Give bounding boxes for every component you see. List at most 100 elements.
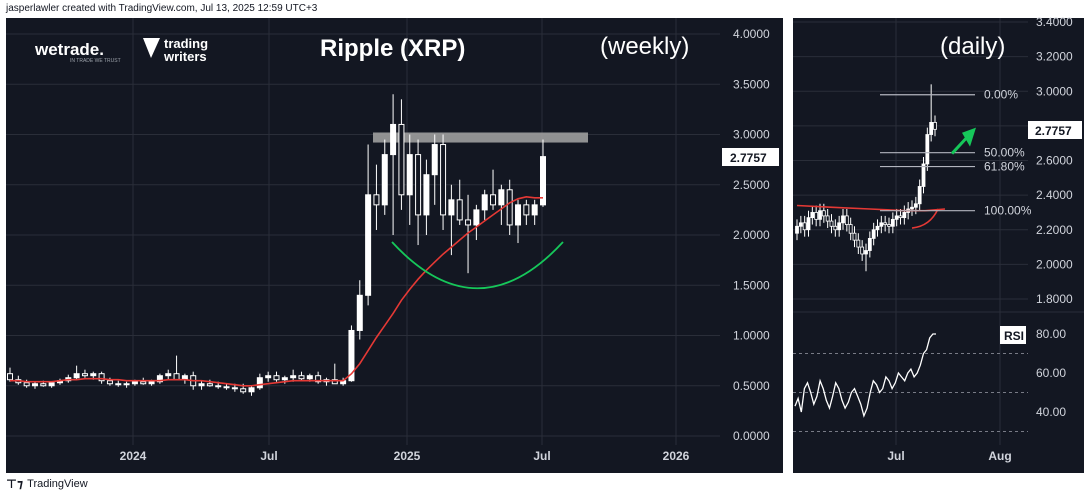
up-arrow-head-icon: [962, 127, 976, 147]
weekly-candle-body: [415, 154, 422, 216]
weekly-candle-body: [481, 194, 488, 211]
weekly-candle-body: [165, 373, 172, 377]
weekly-candle-body: [390, 123, 397, 156]
weekly-x-tick: Jul: [260, 449, 277, 463]
weekly-candle-body: [115, 383, 122, 386]
weekly-candle-body: [248, 387, 255, 393]
daily-candle-body: [925, 134, 930, 165]
daily-candle-body: [913, 203, 918, 208]
weekly-candle-body: [373, 194, 380, 206]
daily-candle-body: [864, 250, 868, 255]
daily-y-tick: 3.2000: [1036, 50, 1073, 64]
weekly-candle-body: [40, 383, 47, 387]
weekly-candle-body: [198, 383, 205, 387]
weekly-y-tick: 1.5000: [733, 278, 770, 292]
weekly-candle-body: [265, 375, 272, 379]
daily-candle-body: [871, 229, 876, 239]
daily-candle-body: [795, 225, 799, 234]
wetrade-logo: wetrade.: [34, 40, 104, 59]
daily-x-tick: Aug: [988, 449, 1011, 463]
daily-candle-body: [898, 215, 903, 219]
weekly-candle-body: [506, 189, 513, 226]
weekly-candle-body: [140, 381, 147, 385]
daily-y-tick: 2.2000: [1036, 223, 1073, 237]
weekly-y-tick: 1.0000: [733, 329, 770, 343]
weekly-title: Ripple (XRP): [320, 35, 465, 62]
weekly-candle-body: [23, 382, 30, 387]
daily-candle-body: [917, 186, 922, 205]
daily-candle-body: [825, 215, 830, 222]
weekly-candle-body: [290, 375, 297, 379]
weekly-candle-body: [106, 380, 113, 385]
rsi-tick: 80.00: [1036, 327, 1066, 341]
weekly-candle-body: [306, 375, 313, 380]
weekly-candle-body: [423, 174, 430, 216]
fib-level-label: 61.80%: [984, 160, 1025, 174]
weekly-candle-body: [431, 144, 438, 176]
weekly-candle-body: [531, 204, 538, 216]
weekly-y-tick: 0.0000: [733, 429, 770, 443]
weekly-y-tick: 3.0000: [733, 128, 770, 142]
weekly-candle-body: [273, 375, 280, 381]
daily-y-tick: 3.4000: [1036, 15, 1073, 29]
weekly-candle-body: [156, 375, 163, 383]
weekly-candle-body: [381, 154, 388, 206]
resistance-zone: [373, 132, 588, 143]
weekly-x-tick: 2026: [663, 449, 690, 463]
weekly-candle-body: [223, 386, 230, 389]
weekly-candle-body: [81, 373, 88, 377]
fib-level-label: 50.00%: [984, 146, 1025, 160]
weekly-candle-body: [131, 381, 138, 385]
daily-candle-body: [860, 246, 865, 255]
tradingview-logo-icon: ⊤⁊: [6, 477, 24, 491]
weekly-candle-body: [240, 388, 247, 393]
weekly-candle-body: [331, 379, 338, 385]
weekly-candle-body: [256, 377, 263, 389]
weekly-moving-average: [10, 195, 543, 387]
wetrade-tagline: IN TRADE WE TRUST: [70, 58, 121, 64]
daily-x-tick: Jul: [887, 449, 904, 463]
weekly-y-tick: 0.5000: [733, 379, 770, 393]
weekly-candle-body: [315, 375, 322, 383]
weekly-candle-body: [173, 373, 180, 381]
daily-candle-body: [833, 225, 838, 231]
rsi-tick: 40.00: [1036, 405, 1066, 419]
daily-candle-body: [933, 122, 937, 130]
weekly-candle-body: [473, 209, 480, 226]
daily-price-label: 2.7757: [1035, 124, 1072, 138]
weekly-candle-body: [298, 375, 305, 380]
daily-candle-body: [887, 224, 891, 227]
weekly-candle-body: [448, 199, 455, 216]
weekly-y-tick: 3.5000: [733, 77, 770, 91]
daily-y-tick: 2.0000: [1036, 257, 1073, 271]
up-arrow-icon: [950, 135, 970, 155]
weekly-candle-body: [281, 377, 288, 381]
weekly-candle-body: [206, 383, 213, 387]
daily-candle-body: [829, 220, 834, 227]
daily-candle-body: [806, 217, 811, 231]
daily-candle-body: [875, 225, 880, 231]
weekly-candle-body: [540, 156, 546, 206]
weekly-candle-body: [465, 219, 472, 226]
weekly-x-tick: 2025: [394, 449, 421, 463]
daily-candle-body: [798, 222, 803, 227]
weekly-candle-body: [498, 189, 505, 206]
credit-text: jasperlawler created with TradingView.co…: [6, 3, 318, 14]
weekly-candle-body: [48, 382, 55, 387]
rsi-tick: 60.00: [1036, 366, 1066, 380]
daily-candle-body: [929, 122, 934, 135]
daily-candle-body: [879, 222, 884, 227]
rsi-label: RSI: [1004, 329, 1024, 343]
weekly-candle-body: [31, 383, 38, 387]
weekly-candle-body: [7, 373, 13, 381]
weekly-y-tick: 2.5000: [733, 178, 770, 192]
daily-candle-body: [910, 206, 914, 210]
daily-y-tick: 1.8000: [1036, 292, 1073, 306]
daily-candle-body: [802, 222, 807, 231]
daily-candle-body: [856, 239, 861, 248]
fib-level-label: 0.00%: [984, 88, 1018, 102]
daily-candle-body: [810, 212, 815, 219]
daily-candle-body: [883, 222, 888, 225]
daily-candle-body: [902, 212, 907, 219]
weekly-subtitle: (weekly): [600, 33, 689, 60]
